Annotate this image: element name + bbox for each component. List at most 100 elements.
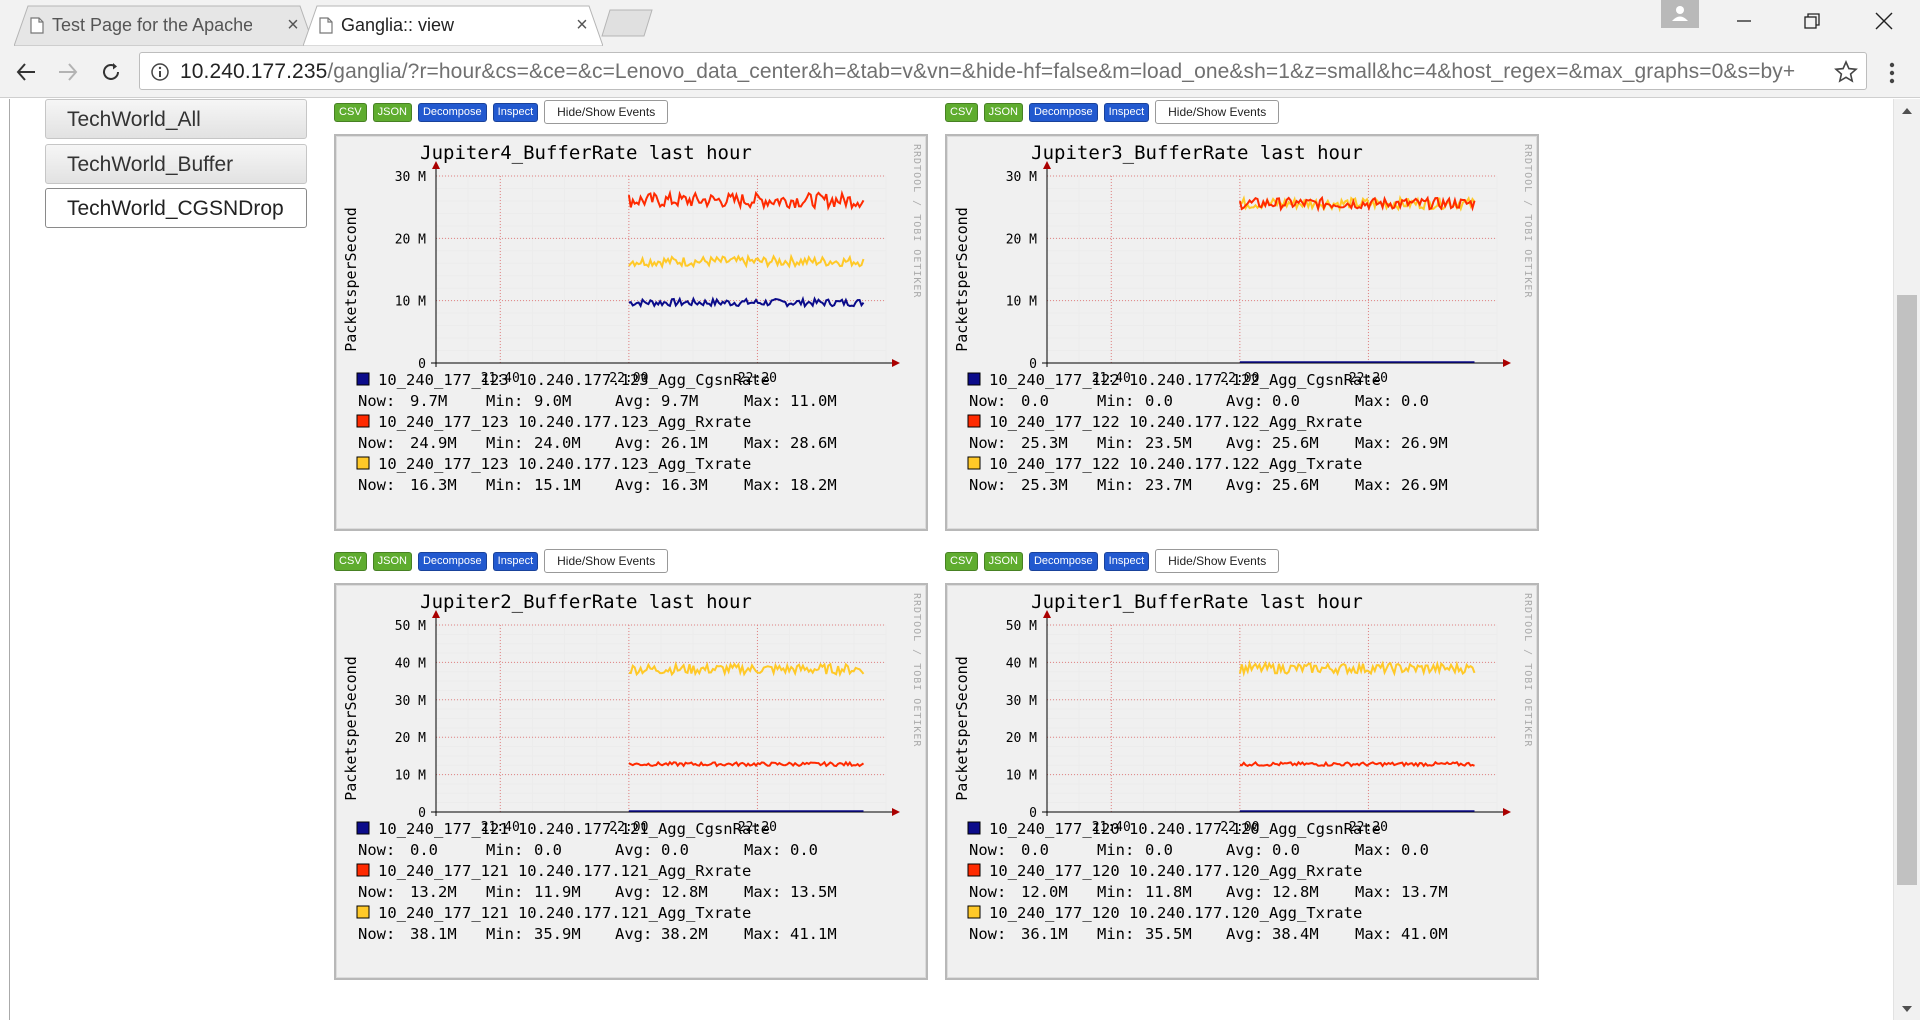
hide-show-events-button[interactable]: Hide/Show Events	[544, 100, 669, 124]
y-axis-arrow	[432, 610, 440, 618]
legend-stat-min-label: Min:	[486, 476, 523, 494]
inspect-button[interactable]: Inspect	[1103, 102, 1150, 122]
legend-label: 10_240_177_121 10.240.177.121_Agg_Txrate	[378, 904, 751, 922]
legend-label: 10_240_177_122 10.240.177.122_Agg_CgsnRa…	[989, 371, 1381, 389]
legend-stat-now-label: Now:	[969, 476, 1006, 494]
legend-stat-now-label: Now:	[358, 392, 395, 410]
legend-swatch	[356, 372, 370, 386]
x-tick-label: 21:40	[481, 371, 520, 386]
scroll-up-arrow-icon[interactable]	[1902, 108, 1912, 114]
csv-button[interactable]: CSV	[334, 102, 367, 122]
vertical-scrollbar[interactable]	[1893, 99, 1920, 1020]
page-divider	[9, 99, 10, 1020]
graph-jupiter4[interactable]: 30 M 20 M 10 M 0 21:40 22:00 22:20 Jupiter4_Buf…	[334, 134, 928, 531]
decompose-button[interactable]: Decompose	[1028, 551, 1098, 571]
legend-stat-max: 13.7M	[1401, 883, 1448, 901]
forward-button[interactable]	[52, 56, 84, 88]
csv-button[interactable]: CSV	[945, 102, 978, 122]
tab-title: Ganglia:: view	[341, 15, 455, 35]
hide-show-events-button[interactable]: Hide/Show Events	[1155, 100, 1280, 124]
minimize-button[interactable]	[1712, 0, 1776, 42]
legend-stat-now: 25.3M	[1021, 434, 1068, 452]
view-techworld-cgsndrop[interactable]: TechWorld_CGSNDrop	[45, 188, 307, 228]
legend-stat-min-label: Min:	[486, 434, 523, 452]
rrd-graph-canvas: 30 M 20 M 10 M 0 21:40 22:00 22:20 Jupiter3_Buf…	[953, 142, 1533, 494]
legend-swatch	[967, 456, 981, 470]
decompose-button[interactable]: Decompose	[417, 102, 487, 122]
legend-stat-min-label: Min:	[486, 925, 523, 943]
reload-icon	[103, 63, 119, 80]
rrd-graph-canvas: 50 M 40 M 30 M 20 M 10 M 0 21:40 22:00 22:20 Jupi…	[342, 591, 922, 943]
scrollbar-thumb[interactable]	[1897, 295, 1917, 885]
new-tab-button[interactable]	[600, 9, 654, 37]
legend-label: 10_240_177_120 10.240.177.120_Agg_Txrate	[989, 904, 1362, 922]
decompose-button[interactable]: Decompose	[1028, 102, 1098, 122]
legend-stat-min: 24.0M	[534, 434, 581, 452]
series-line	[628, 660, 865, 678]
hide-show-events-button[interactable]: Hide/Show Events	[1155, 549, 1280, 573]
x-tick-label: 22:20	[1349, 820, 1388, 835]
legend-stat-now: 25.3M	[1021, 476, 1068, 494]
view-techworld-all[interactable]: TechWorld_All	[45, 99, 307, 139]
legend-label: 10_240_177_123 10.240.177.123_Agg_Rxrate	[378, 413, 751, 431]
tab-apache-test-page[interactable]: Test Page for the Apache ×	[14, 5, 314, 46]
x-tick-label: 22:20	[738, 371, 777, 386]
x-tick-label: 22:00	[1220, 820, 1259, 835]
legend-stat-max-label: Max:	[744, 925, 781, 943]
restore-button[interactable]	[1780, 0, 1844, 42]
view-techworld-buffer[interactable]: TechWorld_Buffer	[45, 144, 307, 184]
reload-button[interactable]	[95, 56, 127, 88]
active-tab-shape	[303, 5, 603, 46]
legend-stat-max-label: Max:	[1355, 841, 1392, 859]
legend-stat-avg: 26.1M	[661, 434, 708, 452]
legend-stat-max: 18.2M	[790, 476, 837, 494]
legend-stat-min: 11.8M	[1145, 883, 1192, 901]
profile-avatar-icon[interactable]	[1661, 0, 1699, 28]
series-line	[628, 253, 865, 270]
legend-swatch	[356, 456, 370, 470]
inspect-button[interactable]: Inspect	[1103, 551, 1150, 571]
legend-stat-min: 9.0M	[534, 392, 571, 410]
csv-button[interactable]: CSV	[945, 551, 978, 571]
inspect-button[interactable]: Inspect	[492, 551, 539, 571]
inspect-button[interactable]: Inspect	[492, 102, 539, 122]
json-button[interactable]: JSON	[372, 551, 412, 571]
legend-stat-now: 36.1M	[1021, 925, 1068, 943]
scroll-down-arrow-icon[interactable]	[1902, 1006, 1912, 1012]
x-tick-label: 22:00	[609, 820, 648, 835]
hide-show-events-button[interactable]: Hide/Show Events	[544, 549, 669, 573]
legend-stat-now: 0.0	[410, 841, 438, 859]
legend-stat-max: 41.0M	[1401, 925, 1448, 943]
json-button[interactable]: JSON	[983, 102, 1023, 122]
info-icon[interactable]	[150, 62, 170, 82]
close-window-button[interactable]	[1852, 0, 1916, 42]
kebab-menu-icon[interactable]	[1880, 60, 1904, 86]
legend-stat-now: 16.3M	[410, 476, 457, 494]
address-bar[interactable]: 10.240.177.235/ganglia/?r=hour&cs=&ce=&c…	[139, 52, 1867, 90]
y-axis-label: PacketsperSecond	[953, 656, 971, 801]
graph-jupiter3[interactable]: 30 M 20 M 10 M 0 21:40 22:00 22:20 Jupiter3_Buf…	[945, 134, 1539, 531]
json-button[interactable]: JSON	[372, 102, 412, 122]
legend-swatch	[967, 863, 981, 877]
graph-jupiter2[interactable]: 50 M 40 M 30 M 20 M 10 M 0 21:40 22:00 22:20 Jupi…	[334, 583, 928, 980]
back-button[interactable]	[10, 56, 42, 88]
json-button[interactable]: JSON	[983, 551, 1023, 571]
series-line	[628, 295, 865, 309]
tab-ganglia-view[interactable]: Ganglia:: view ×	[303, 5, 603, 46]
decompose-button[interactable]: Decompose	[417, 551, 487, 571]
legend-stat-max-label: Max:	[1355, 476, 1392, 494]
csv-button[interactable]: CSV	[334, 551, 367, 571]
rrd-graph-canvas: 50 M 40 M 30 M 20 M 10 M 0 21:40 22:00 22:20 Jupi…	[953, 591, 1533, 943]
y-axis-label: PacketsperSecond	[342, 207, 360, 352]
legend-stat-max: 13.5M	[790, 883, 837, 901]
close-tab-icon[interactable]: ×	[576, 14, 588, 36]
x-tick-label: 22:20	[1349, 371, 1388, 386]
legend-stat-max-label: Max:	[744, 434, 781, 452]
url-host: 10.240.177.235	[180, 60, 328, 83]
url-text: 10.240.177.235/ganglia/?r=hour&cs=&ce=&c…	[180, 60, 1795, 84]
bookmark-star-icon[interactable]	[1834, 60, 1858, 84]
x-tick-label: 22:00	[609, 371, 648, 386]
close-tab-icon[interactable]: ×	[287, 14, 299, 36]
graph-jupiter1[interactable]: 50 M 40 M 30 M 20 M 10 M 0 21:40 22:00 22:20 Jupi…	[945, 583, 1539, 980]
y-axis-label: PacketsperSecond	[953, 207, 971, 352]
